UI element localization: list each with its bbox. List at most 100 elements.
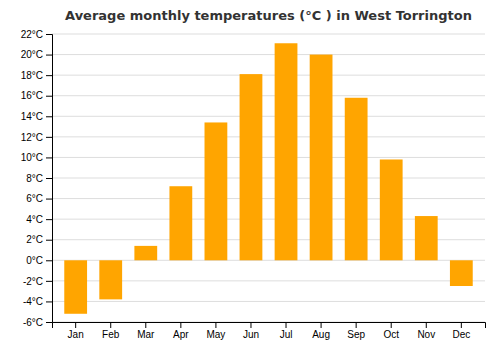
y-tick-label: 12°C <box>21 132 43 143</box>
x-tick: Mar <box>137 322 155 340</box>
x-tick-mark <box>321 322 322 328</box>
y-tick: 14°C <box>21 111 52 122</box>
y-tick-mark <box>46 178 52 179</box>
y-tick: 20°C <box>21 49 52 60</box>
y-tick: 16°C <box>21 90 52 101</box>
x-tick: Apr <box>173 322 189 340</box>
x-tick-mark <box>75 322 76 328</box>
x-tick-label: Mar <box>137 329 155 340</box>
x-tick-label: Sep <box>347 329 365 340</box>
grid-line <box>52 178 485 179</box>
y-axis: -6°C -4°C -2°C 0°C 2°C 4°C 6°C 8°C 10°C 12°C 14°C 1… <box>21 29 53 328</box>
x-tick-mark <box>145 322 146 328</box>
x-tick-mark <box>356 322 357 328</box>
title: Average monthly temperatures (°C ) in We… <box>65 8 472 23</box>
x-tick-label: Jan <box>68 329 84 340</box>
grid-line <box>52 75 485 76</box>
bar <box>205 122 228 260</box>
y-tick: -6°C <box>23 317 52 328</box>
y-tick: 22°C <box>21 29 52 40</box>
y-tick: -4°C <box>23 296 52 307</box>
y-tick-label: 22°C <box>21 29 43 40</box>
y-tick: 10°C <box>21 152 52 163</box>
y-tick-label: 20°C <box>21 49 43 60</box>
x-tick: Jul <box>280 322 293 340</box>
x-axis-line <box>53 323 486 329</box>
grid-line <box>52 198 485 199</box>
bar <box>415 216 438 260</box>
x-tick-mark <box>461 322 462 328</box>
x-tick-mark <box>391 322 392 328</box>
y-tick-mark <box>46 55 52 56</box>
x-tick-mark <box>250 322 251 328</box>
y-tick: 12°C <box>21 132 52 143</box>
x-tick-mark <box>110 322 111 328</box>
bars <box>64 43 472 314</box>
x-tick-label: Aug <box>312 329 330 340</box>
y-tick-label: 14°C <box>21 111 43 122</box>
y-tick-label: 2°C <box>26 234 43 245</box>
y-tick-label: 8°C <box>26 173 43 184</box>
y-tick: 0°C <box>26 255 52 266</box>
x-tick-mark <box>215 322 216 328</box>
x-tick: Sep <box>347 322 365 340</box>
y-tick: 8°C <box>26 173 52 184</box>
y-tick-mark <box>46 219 52 220</box>
y-tick-mark <box>46 281 52 282</box>
bar <box>275 43 298 260</box>
y-axis-line <box>46 35 53 323</box>
x-tick-label: Nov <box>417 329 435 340</box>
chart: -6°C -4°C -2°C 0°C 2°C 4°C 6°C 8°C 10°C 12°C 14°C 1… <box>0 0 500 350</box>
y-tick-mark <box>46 322 52 323</box>
grid-line <box>52 301 485 302</box>
grid-line <box>52 54 485 55</box>
y-tick: 2°C <box>26 234 52 245</box>
x-tick-label: Feb <box>102 329 120 340</box>
y-tick-mark <box>46 116 52 117</box>
x-tick: Feb <box>102 322 120 340</box>
y-tick-mark <box>46 96 52 97</box>
y-tick-label: 6°C <box>26 193 43 204</box>
grid-line <box>52 34 485 35</box>
x-axis: Jan Feb Mar Apr May Jun Jul Aug Sep Oct Nov Dec <box>53 322 486 340</box>
x-tick: Jan <box>68 322 84 340</box>
bar <box>134 246 157 260</box>
y-tick-mark <box>46 34 52 35</box>
x-tick: Dec <box>452 322 470 340</box>
bar <box>380 159 403 260</box>
y-tick-label: 18°C <box>21 70 43 81</box>
y-tick: 4°C <box>26 214 52 225</box>
bar <box>310 55 333 261</box>
y-tick-mark <box>46 260 52 261</box>
x-tick-label: Oct <box>383 329 399 340</box>
y-tick: 6°C <box>26 193 52 204</box>
plot: -6°C -4°C -2°C 0°C 2°C 4°C 6°C 8°C 10°C 12°C 14°C 1… <box>21 29 486 340</box>
y-tick-label: 0°C <box>26 255 43 266</box>
y-tick-label: -6°C <box>23 317 43 328</box>
x-tick: Jun <box>243 322 259 340</box>
y-tick-mark <box>46 75 52 76</box>
y-tick-mark <box>46 301 52 302</box>
bar <box>169 186 192 260</box>
bar <box>240 74 263 260</box>
y-tick-label: 16°C <box>21 90 43 101</box>
x-tick-mark <box>180 322 181 328</box>
y-tick: -2°C <box>23 276 52 287</box>
bar <box>64 260 87 313</box>
x-tick-label: Jun <box>243 329 259 340</box>
grid-line <box>52 116 485 117</box>
y-tick-mark <box>46 199 52 200</box>
x-tick: Nov <box>417 322 435 340</box>
y-tick-mark <box>46 137 52 138</box>
x-tick-label: May <box>206 329 225 340</box>
x-tick-label: Apr <box>173 329 189 340</box>
y-tick-label: 10°C <box>21 152 43 163</box>
bar <box>99 260 122 299</box>
x-tick-mark <box>286 322 287 328</box>
x-tick: May <box>206 322 225 340</box>
grid-line <box>52 136 485 137</box>
grid <box>52 34 485 322</box>
x-tick: Aug <box>312 322 330 340</box>
x-tick-label: Jul <box>280 329 293 340</box>
y-tick-mark <box>46 240 52 241</box>
